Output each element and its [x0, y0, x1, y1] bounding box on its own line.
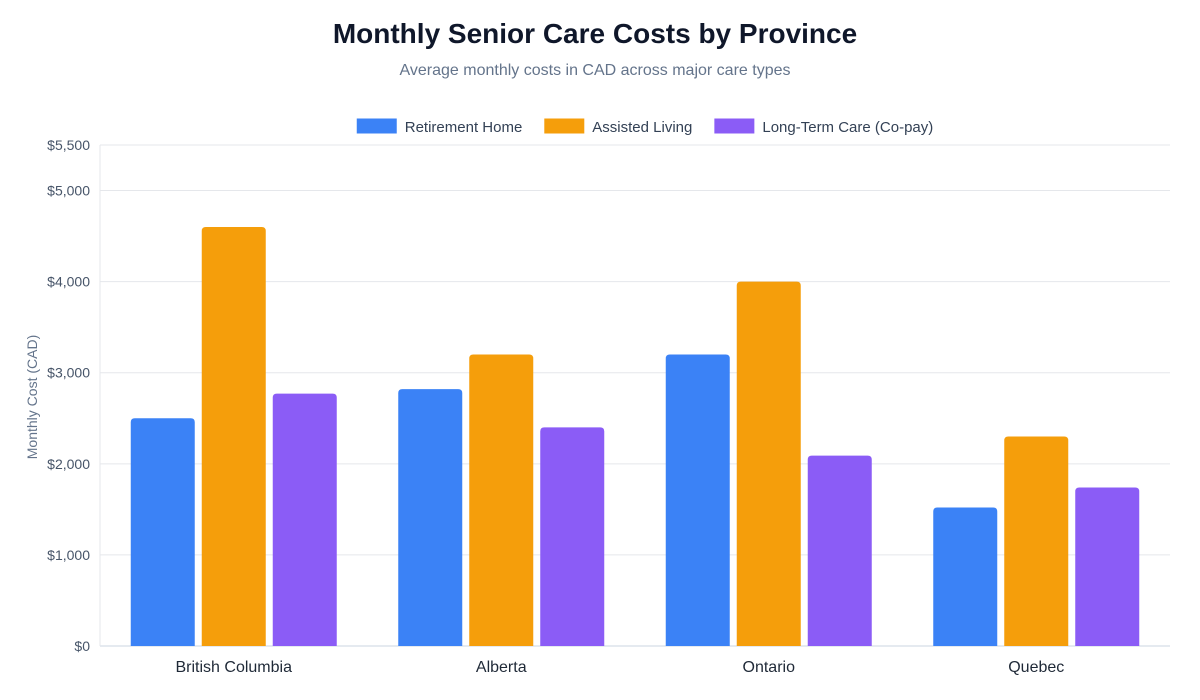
legend-swatch [544, 118, 585, 134]
bar[interactable] [1004, 436, 1069, 646]
y-tick-label: $3,000 [47, 365, 90, 381]
labels-layer: $0 $1,000 $2,000 $3,000 $4,000 $5,000 $5,500 Br… [47, 137, 1064, 676]
bars-layer [130, 226, 1140, 646]
x-tick-label: Alberta [476, 659, 527, 676]
legend-label: Long-Term Care (Co-pay) [762, 119, 933, 136]
bar[interactable] [398, 389, 463, 646]
legend-item[interactable]: Assisted Living [544, 118, 692, 137]
y-tick-label: $5,500 [47, 137, 90, 153]
x-tick-label: Quebec [1008, 659, 1064, 676]
legend-swatch [714, 118, 755, 134]
y-tick-label: $1,000 [47, 547, 90, 563]
bar[interactable] [933, 507, 998, 646]
bar[interactable] [469, 354, 534, 646]
bar[interactable] [736, 281, 801, 646]
legend-item[interactable]: Long-Term Care (Co-pay) [714, 118, 933, 137]
y-tick-label: $4,000 [47, 274, 90, 290]
x-tick-label: Ontario [743, 659, 796, 676]
chart-title: Monthly Senior Care Costs by Province [332, 18, 858, 49]
legend-swatch [356, 118, 397, 134]
legend-label: Assisted Living [592, 119, 692, 136]
bar[interactable] [1075, 487, 1140, 646]
legend: Retirement Home Assisted Living Long-Term … [356, 118, 933, 137]
bar[interactable] [540, 427, 605, 646]
y-tick-label: $0 [74, 638, 90, 654]
bar[interactable] [130, 418, 195, 646]
bar[interactable] [807, 455, 872, 646]
y-tick-label: $5,000 [47, 183, 90, 199]
chart-subtitle: Average monthly costs in CAD across majo… [399, 62, 791, 79]
x-tick-label: British Columbia [176, 659, 293, 676]
bar[interactable] [201, 226, 266, 646]
bar[interactable] [272, 393, 337, 646]
legend-item[interactable]: Retirement Home [356, 118, 523, 137]
y-tick-label: $2,000 [47, 456, 90, 472]
bar[interactable] [665, 354, 730, 646]
legend-label: Retirement Home [405, 119, 523, 136]
y-axis-title: Monthly Cost (CAD) [24, 335, 40, 459]
